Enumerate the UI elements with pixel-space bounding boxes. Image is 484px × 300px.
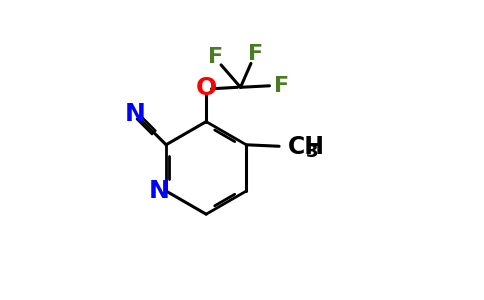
- Text: CH: CH: [288, 135, 325, 159]
- Text: F: F: [274, 76, 289, 96]
- Text: O: O: [196, 76, 217, 100]
- Text: F: F: [248, 44, 263, 64]
- Text: N: N: [149, 179, 170, 203]
- Text: N: N: [124, 102, 146, 126]
- Text: 3: 3: [306, 143, 318, 161]
- Text: F: F: [208, 46, 223, 67]
